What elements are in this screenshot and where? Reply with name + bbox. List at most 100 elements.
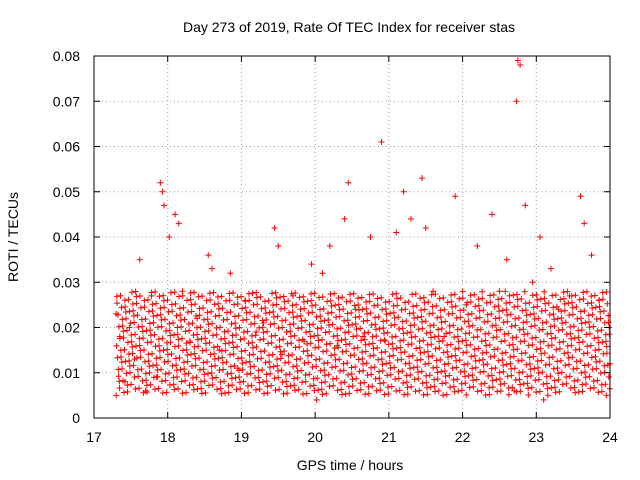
data-point xyxy=(368,371,375,378)
data-point xyxy=(382,305,389,312)
data-point xyxy=(149,301,156,308)
data-point xyxy=(531,316,538,323)
data-point xyxy=(226,351,233,358)
data-point xyxy=(436,345,443,352)
data-point xyxy=(348,371,355,378)
data-point xyxy=(139,328,146,335)
data-point xyxy=(269,290,276,297)
data-point xyxy=(458,387,465,394)
data-point xyxy=(285,352,292,359)
data-point xyxy=(591,335,598,342)
data-point xyxy=(305,359,312,366)
data-point xyxy=(259,367,266,374)
data-point xyxy=(146,363,153,370)
data-point xyxy=(391,321,398,328)
data-points xyxy=(113,57,613,403)
data-point xyxy=(414,357,421,364)
data-point xyxy=(532,377,539,384)
data-point xyxy=(584,300,591,307)
data-point xyxy=(581,369,588,376)
data-point xyxy=(472,303,479,310)
data-point xyxy=(314,375,321,382)
data-point xyxy=(240,378,247,385)
data-point xyxy=(349,382,356,389)
data-point xyxy=(268,339,275,346)
data-point xyxy=(597,308,604,315)
data-point xyxy=(486,384,493,391)
data-point xyxy=(226,339,233,346)
data-point xyxy=(404,384,411,391)
data-point xyxy=(563,380,570,387)
data-point xyxy=(308,352,315,359)
data-point xyxy=(209,320,216,327)
data-point xyxy=(468,353,475,360)
data-point xyxy=(218,336,225,343)
data-point xyxy=(429,353,436,360)
data-point xyxy=(514,57,521,64)
data-point xyxy=(555,376,562,383)
data-point xyxy=(373,387,380,394)
data-point xyxy=(560,295,567,302)
data-point xyxy=(390,309,397,316)
data-point xyxy=(424,384,431,391)
data-point xyxy=(282,371,289,378)
data-point xyxy=(288,340,295,347)
data-point xyxy=(240,329,247,336)
data-point xyxy=(233,386,240,393)
data-point xyxy=(176,354,183,361)
data-point xyxy=(122,358,129,365)
data-point xyxy=(398,306,405,313)
data-point xyxy=(391,364,398,371)
data-point xyxy=(141,346,147,353)
data-point xyxy=(495,357,502,364)
data-point xyxy=(272,387,279,394)
data-point xyxy=(201,316,208,323)
data-point xyxy=(124,388,131,395)
data-point xyxy=(448,292,455,299)
data-point xyxy=(518,357,525,364)
data-point xyxy=(564,349,571,356)
data-point xyxy=(295,386,302,393)
data-point xyxy=(599,296,606,303)
data-point xyxy=(542,361,549,368)
data-point xyxy=(310,382,317,389)
data-point xyxy=(381,391,388,398)
data-point xyxy=(460,349,467,356)
data-point xyxy=(221,378,228,385)
data-point xyxy=(376,375,383,382)
data-point xyxy=(476,307,483,314)
data-point xyxy=(408,340,415,347)
data-point xyxy=(338,386,345,393)
data-point xyxy=(544,385,551,392)
data-point xyxy=(170,381,177,388)
data-point xyxy=(563,331,570,338)
data-point xyxy=(508,372,515,379)
data-point xyxy=(136,335,143,342)
data-point xyxy=(361,336,368,343)
data-point xyxy=(150,313,157,320)
data-point xyxy=(169,362,176,369)
data-point xyxy=(479,288,486,295)
data-point xyxy=(534,303,541,310)
data-point xyxy=(273,294,280,301)
data-point xyxy=(332,356,339,363)
data-point xyxy=(157,311,164,318)
data-point xyxy=(352,363,359,370)
data-point xyxy=(256,324,263,331)
data-point xyxy=(573,365,580,372)
data-point xyxy=(521,331,528,338)
data-point xyxy=(340,367,347,374)
data-point xyxy=(273,344,280,351)
data-point xyxy=(298,324,305,331)
data-point xyxy=(474,327,481,334)
data-point xyxy=(138,316,145,323)
data-point xyxy=(471,352,478,359)
data-point xyxy=(362,341,369,348)
data-point xyxy=(377,380,384,387)
data-point xyxy=(116,333,123,340)
data-point xyxy=(196,366,203,373)
data-point xyxy=(393,345,400,352)
data-point xyxy=(183,389,190,396)
data-point xyxy=(277,294,284,301)
data-point xyxy=(203,347,210,354)
